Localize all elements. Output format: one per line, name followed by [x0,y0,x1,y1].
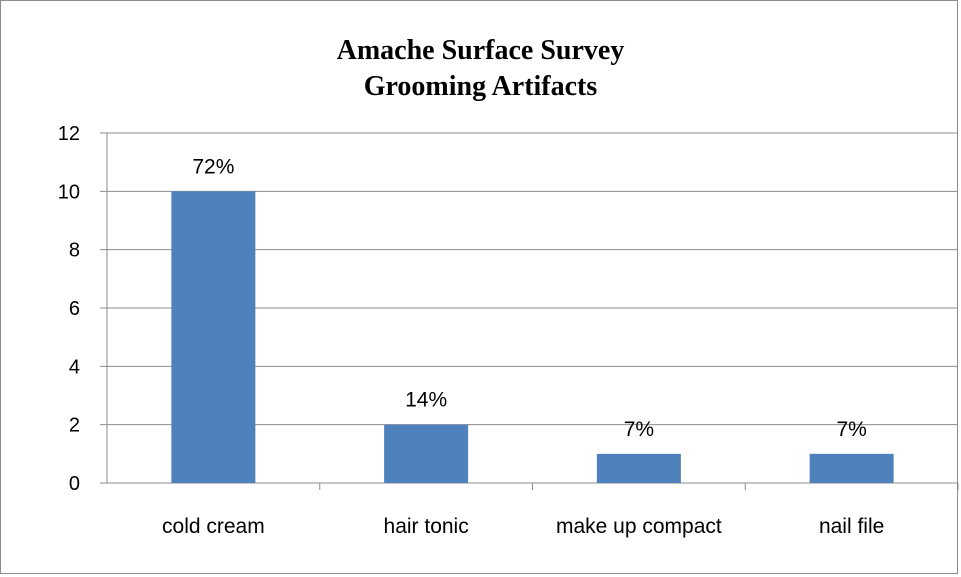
y-tick-label: 10 [58,181,80,203]
x-category-label: make up compact [556,515,722,538]
y-tick-label: 8 [69,240,80,262]
x-category-label: cold cream [162,515,265,538]
x-category-label: hair tonic [384,515,469,538]
bar [809,453,894,483]
data-label: 7% [836,418,866,441]
y-tick-label: 0 [69,473,80,495]
y-tick-labels: 0 2 4 6 8 10 12 [58,123,80,495]
data-label: 7% [624,418,654,441]
chart-title-line-1: Amache Surface Survey [336,35,625,66]
bar [384,424,469,483]
data-label: 14% [405,389,447,412]
x-category-label: nail file [819,515,884,538]
data-labels: 72% 14% 7% 7% [192,155,866,441]
y-tick-label: 6 [69,298,80,320]
y-tick-label: 4 [69,356,80,378]
bars [171,191,894,484]
bar [596,453,681,483]
x-category-labels: cold cream hair tonic make up compact nail … [162,515,884,538]
y-tick-label: 2 [69,415,80,437]
chart-title-line-2: Grooming Artifacts [363,71,598,102]
bar [171,191,256,484]
chart-title: Amache Surface Survey Grooming Artifacts [0,33,961,105]
y-tick-label: 12 [58,123,80,145]
data-label: 72% [192,155,234,178]
